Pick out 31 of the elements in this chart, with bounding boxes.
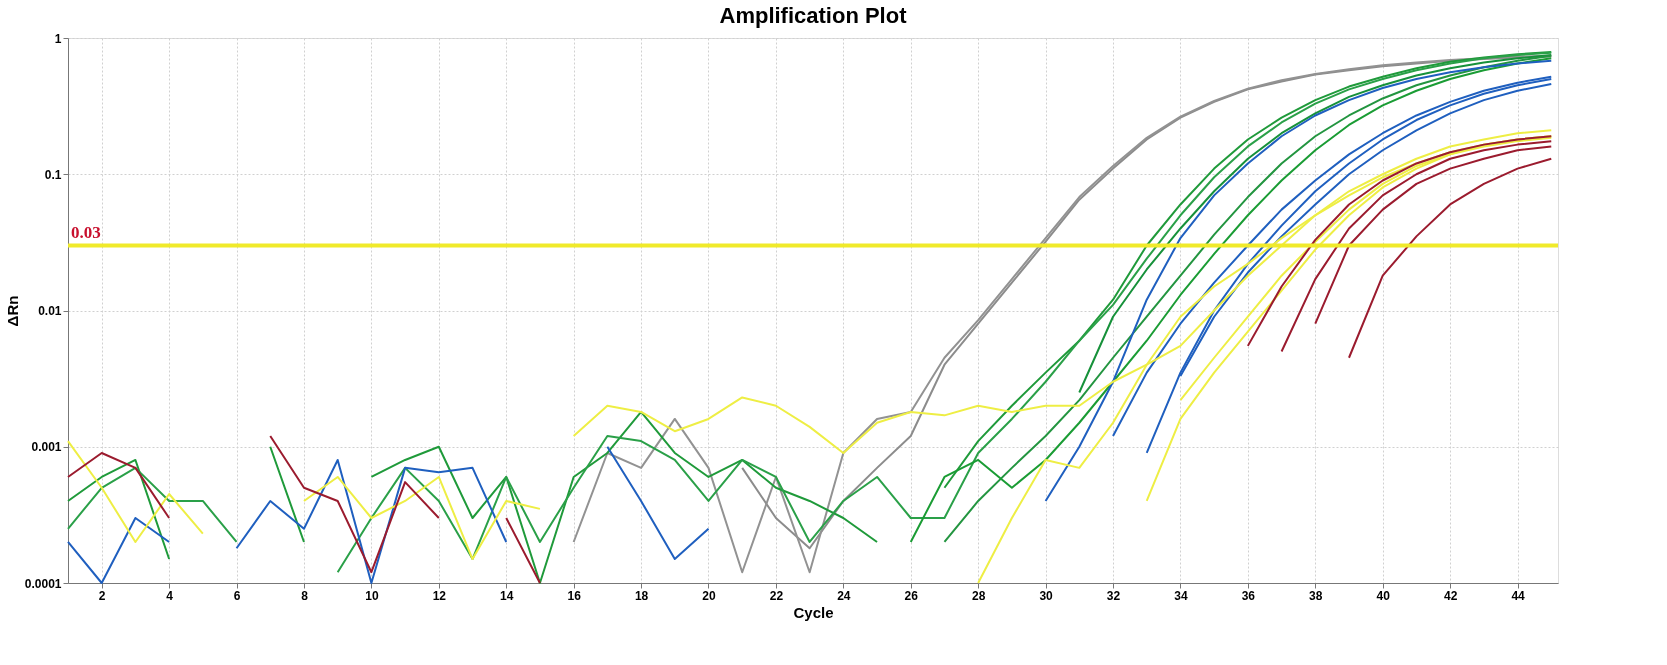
- x-tick-label: 44: [1511, 588, 1526, 603]
- x-tick-label: 2: [98, 588, 106, 603]
- x-tick-label: 32: [1106, 588, 1121, 603]
- x-tick-label: 14: [500, 588, 514, 603]
- chart-title: Amplification Plot: [719, 3, 908, 28]
- x-axis-title: Cycle: [793, 603, 834, 621]
- x-tick-label: 24: [837, 588, 851, 603]
- x-tick-label: 6: [233, 588, 241, 603]
- x-tick-label: 12: [432, 588, 447, 603]
- x-tick-label: 42: [1443, 588, 1458, 603]
- x-tick-label: 16: [567, 588, 582, 603]
- x-tick-label: 20: [702, 588, 716, 603]
- ref-line-label: 0.03: [71, 223, 101, 243]
- x-tick-label: 40: [1376, 588, 1391, 603]
- x-tick-label: 30: [1039, 588, 1054, 603]
- x-tick-label: 18: [634, 588, 649, 603]
- x-tick-label: 26: [904, 588, 919, 603]
- x-tick-label: 38: [1309, 588, 1323, 603]
- x-tick-label: 28: [972, 588, 986, 603]
- x-tick-label: 4: [166, 588, 174, 603]
- y-tick-label: 0.01: [38, 304, 62, 318]
- y-tick-label: 0.001: [31, 440, 62, 455]
- x-tick-label: 8: [301, 588, 309, 603]
- x-tick-label: 10: [365, 588, 379, 603]
- y-axis-title: ΔRn: [3, 295, 21, 327]
- y-tick-label: 1: [54, 31, 62, 46]
- y-tick-label: 0.1: [44, 167, 62, 182]
- x-tick-label: 36: [1241, 588, 1256, 603]
- y-tick-label: 0.0001: [24, 576, 62, 591]
- x-tick-label: 22: [769, 588, 784, 603]
- x-tick-label: 34: [1174, 588, 1188, 603]
